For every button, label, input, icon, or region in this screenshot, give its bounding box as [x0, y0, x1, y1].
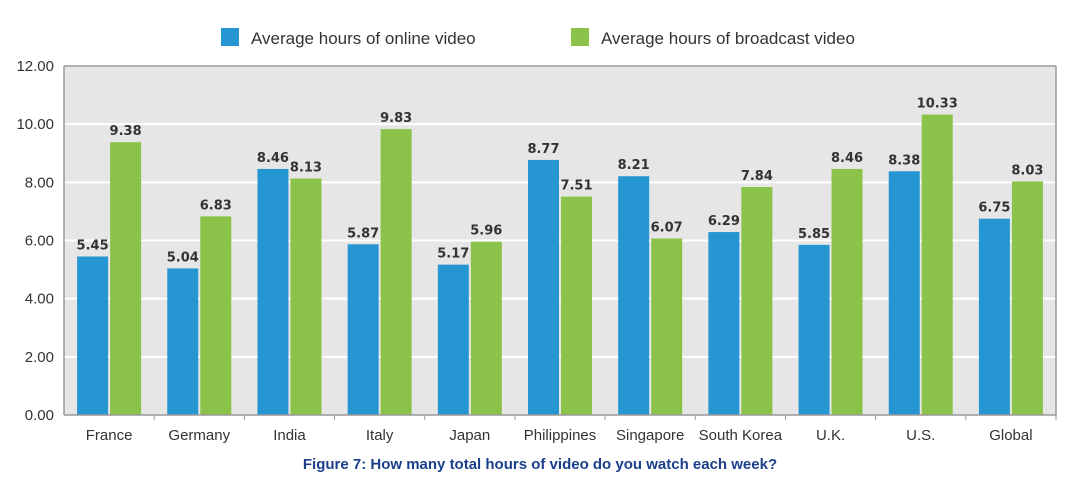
bar-broadcast-video: [921, 114, 953, 416]
data-label: 7.51: [560, 179, 592, 194]
y-tick-label: 4.00: [25, 291, 54, 308]
y-tick-label: 6.00: [25, 233, 54, 250]
data-label: 8.13: [290, 161, 322, 176]
data-label: 6.07: [651, 220, 683, 235]
bar-online-video: [77, 256, 109, 415]
bar-broadcast-video: [651, 238, 683, 415]
figure-caption: Figure 7: How many total hours of video …: [303, 456, 777, 473]
bar-online-video: [437, 264, 469, 415]
legend-label-online: Average hours of online video: [251, 29, 476, 48]
data-label: 6.29: [708, 214, 740, 229]
x-category-label: France: [86, 427, 133, 444]
x-category-label: U.S.: [906, 427, 935, 444]
legend-swatch-online: [221, 28, 239, 46]
y-tick-label: 0.00: [25, 407, 54, 424]
bar-broadcast-video: [831, 168, 863, 415]
bar-broadcast-video: [1011, 181, 1043, 415]
data-label: 8.46: [257, 151, 289, 166]
bar-online-video: [708, 232, 740, 415]
y-tick-label: 2.00: [25, 349, 54, 366]
bar-broadcast-video: [561, 196, 592, 415]
bar-online-video: [257, 168, 289, 415]
bar-broadcast-video: [290, 178, 322, 415]
data-label: 6.75: [978, 201, 1010, 216]
bar-broadcast-video: [470, 241, 502, 415]
bar-online-video: [167, 268, 199, 415]
bar-broadcast-video: [380, 129, 412, 415]
axes: 0.00 2.00 4.00 6.00 8.00 10.00 12.00 France Germ…: [16, 58, 1057, 444]
legend-swatch-broadcast: [571, 28, 589, 46]
data-label: 5.17: [437, 247, 469, 262]
bar-broadcast-video: [200, 216, 232, 415]
y-tick-label: 10.00: [16, 116, 54, 133]
legend: Average hours of online video Average hou…: [221, 28, 855, 48]
bars: 5.459.385.046.838.468.135.879.835.175.96…: [77, 97, 1043, 416]
bar-broadcast-video: [110, 142, 142, 415]
data-label: 9.83: [380, 111, 412, 126]
y-tick-label: 8.00: [25, 174, 54, 191]
x-category-label: U.K.: [816, 427, 845, 444]
data-label: 5.45: [77, 238, 109, 253]
bar-online-video: [618, 176, 650, 415]
bar-online-video: [347, 244, 379, 415]
x-category-label: Singapore: [616, 427, 684, 444]
data-label: 5.87: [347, 226, 379, 241]
data-label: 5.04: [167, 250, 199, 265]
x-category-label: South Korea: [699, 427, 783, 444]
data-label: 10.33: [917, 97, 958, 112]
y-tick-label: 12.00: [16, 58, 54, 75]
data-label: 8.38: [888, 153, 920, 168]
data-label: 6.83: [200, 198, 232, 213]
bar-online-video: [528, 159, 559, 415]
data-label: 5.85: [798, 227, 830, 242]
data-label: 7.84: [741, 169, 773, 184]
bar-broadcast-video: [741, 186, 773, 415]
data-label: 8.77: [527, 142, 559, 157]
data-label: 8.46: [831, 151, 863, 166]
data-label: 8.21: [618, 158, 650, 173]
x-category-label: Philippines: [524, 427, 597, 444]
x-category-label: Japan: [449, 427, 490, 444]
data-label: 9.38: [110, 124, 142, 139]
bar-online-video: [888, 171, 920, 415]
x-category-label: Germany: [168, 427, 230, 444]
bar-online-video: [798, 244, 830, 415]
x-category-label: Global: [989, 427, 1032, 444]
bar-online-video: [978, 218, 1010, 415]
data-label: 5.96: [470, 224, 502, 239]
x-category-label: India: [273, 427, 306, 444]
legend-label-broadcast: Average hours of broadcast video: [601, 29, 855, 48]
data-label: 8.03: [1011, 163, 1043, 178]
x-category-label: Italy: [366, 427, 394, 444]
